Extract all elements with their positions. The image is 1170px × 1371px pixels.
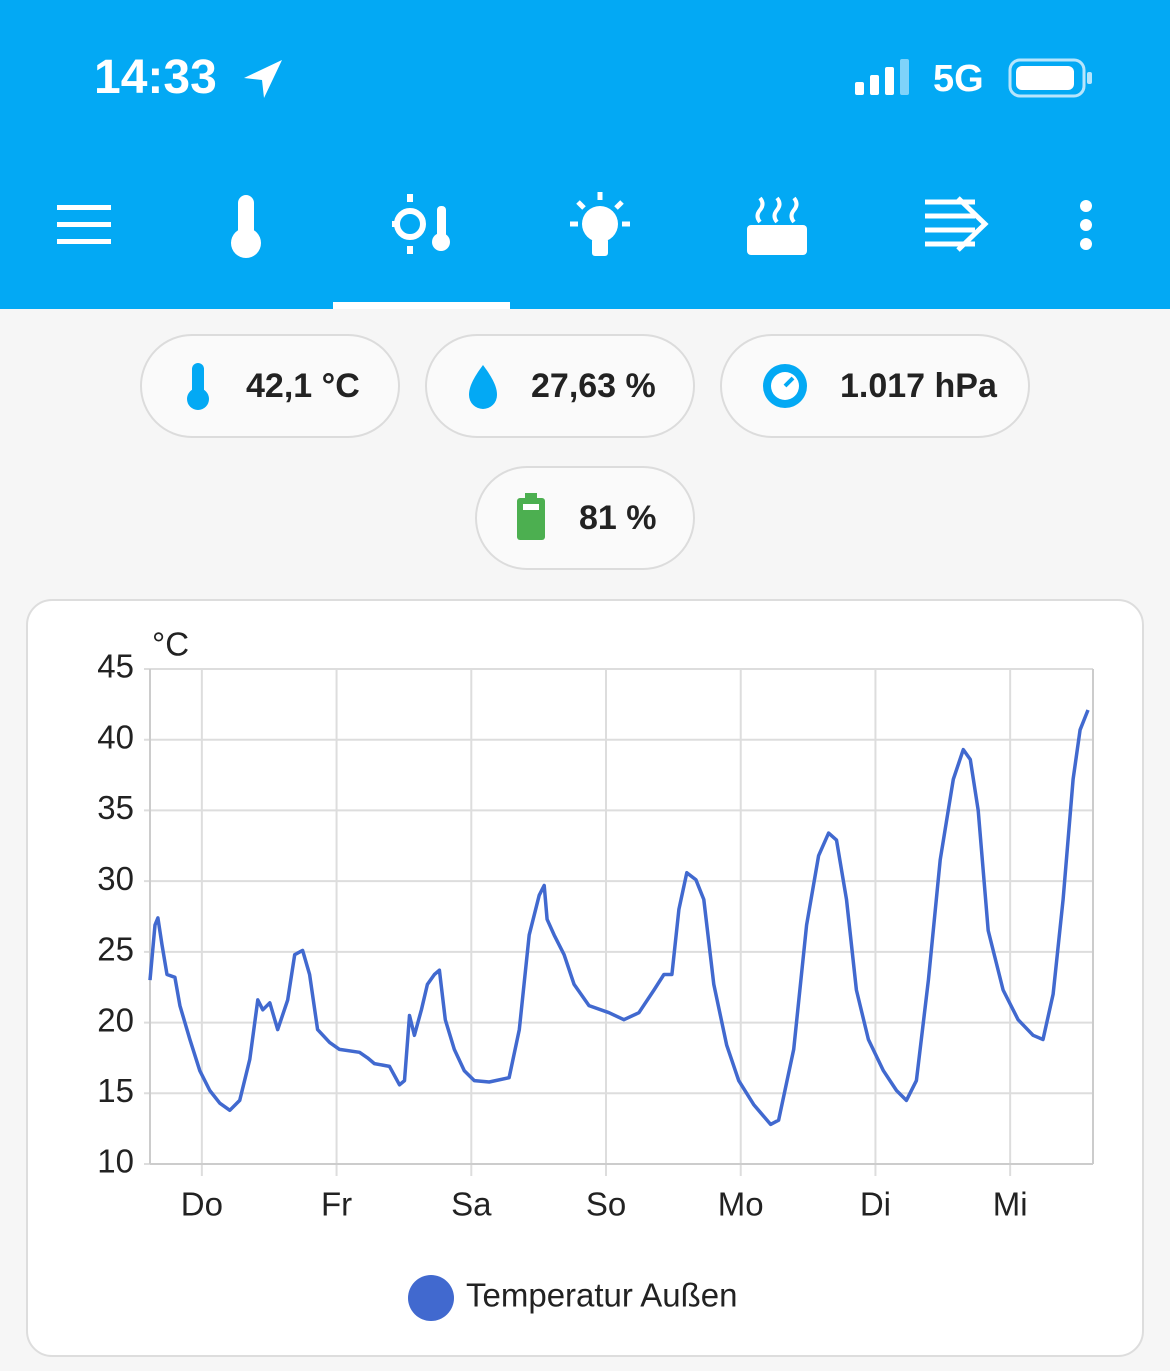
pressure-chip[interactable]: 1.017 hPa [720, 334, 1030, 438]
humidity-chip[interactable]: 27,63 % [425, 334, 695, 438]
temperature-chip[interactable]: 42,1 °C [140, 334, 400, 438]
chip-value: 42,1 °C [246, 366, 360, 405]
signal-icon [855, 59, 909, 95]
x-tick-label: Fr [321, 1186, 352, 1223]
data-line [148, 709, 1090, 1127]
app-header: 14:33 5G [0, 0, 1170, 309]
y-tick-label: 45 [97, 648, 134, 685]
y-tick-label: 15 [97, 1072, 134, 1109]
x-tick-label: So [586, 1186, 626, 1223]
y-tick-label: 25 [97, 931, 134, 968]
battery-icon [1008, 58, 1092, 98]
x-tick-label: Mi [993, 1186, 1028, 1223]
chart: °C 10 15 20 25 30 35 40 45 Do Fr Sa So Mo Di Mi Tempera… [97, 626, 1094, 1321]
tab-floor-heating[interactable] [925, 196, 989, 252]
y-tick-label: 35 [97, 789, 134, 826]
thermometer-icon [187, 363, 209, 410]
y-axis-unit: °C [152, 626, 189, 663]
more-button[interactable] [1080, 200, 1092, 250]
humidity-icon [469, 365, 497, 409]
gauge-icon [763, 364, 807, 408]
tab-weather[interactable] [392, 194, 450, 254]
tab-light[interactable] [570, 192, 630, 256]
chart-card: °C 10 15 20 25 30 35 40 45 Do Fr Sa So Mo Di Mi Tempera… [26, 599, 1144, 1357]
location-icon [244, 60, 282, 98]
x-tick-label: Di [860, 1186, 891, 1223]
network-type: 5G [933, 58, 984, 100]
tab-bar [57, 192, 1092, 309]
y-tick-label: 20 [97, 1001, 134, 1038]
chip-value: 1.017 hPa [840, 366, 997, 405]
y-tick-label: 40 [97, 718, 134, 755]
y-tick-label: 10 [97, 1143, 134, 1180]
x-tick-label: Sa [451, 1186, 492, 1223]
battery-chip[interactable]: 81 % [475, 466, 695, 570]
legend-label: Temperatur Außen [466, 1277, 737, 1314]
tab-temperature[interactable] [231, 195, 261, 258]
x-tick-label: Do [181, 1186, 223, 1223]
x-tick-label: Mo [718, 1186, 764, 1223]
clock: 14:33 [94, 51, 217, 104]
chip-value: 27,63 % [531, 366, 656, 405]
y-tick-label: 30 [97, 860, 134, 897]
legend-swatch [408, 1275, 454, 1321]
active-tab-indicator [333, 302, 510, 309]
menu-button[interactable] [57, 205, 111, 244]
chip-value: 81 % [579, 498, 657, 537]
tab-heating[interactable] [747, 196, 807, 255]
battery-level-icon [517, 493, 545, 540]
